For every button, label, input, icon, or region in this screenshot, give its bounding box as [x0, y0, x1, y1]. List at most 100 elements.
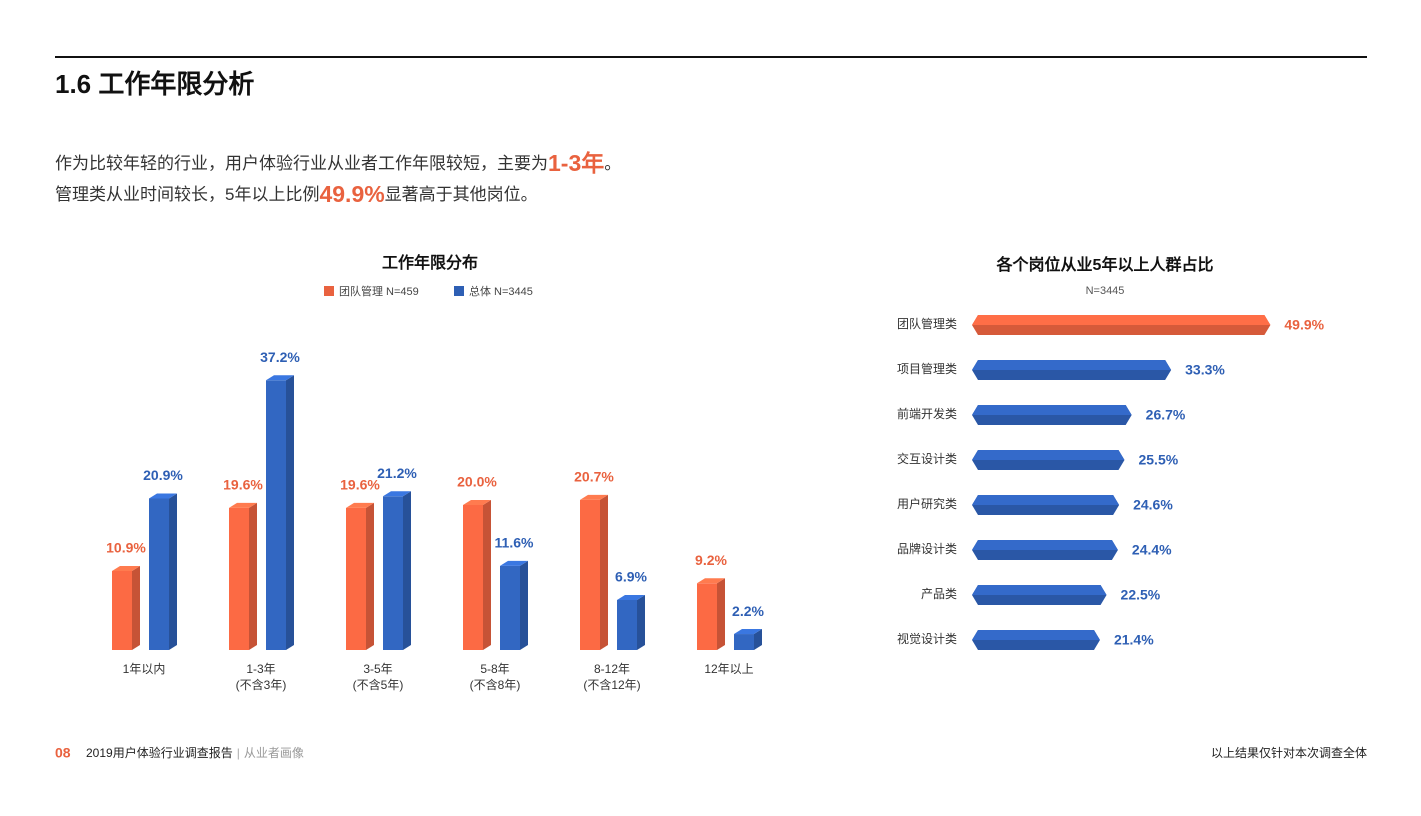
x-tick-label: 1-3年	[246, 662, 275, 676]
intro-highlight: 49.9%	[319, 181, 384, 207]
y-tick-label: 交互设计类	[897, 451, 957, 466]
y-tick-label: 品牌设计类	[897, 542, 957, 556]
bar	[697, 583, 717, 650]
x-tick-label: 8-12年	[594, 662, 630, 676]
bar	[229, 507, 249, 650]
bar-side	[483, 500, 491, 650]
y-tick-label: 团队管理类	[897, 316, 957, 331]
bar	[500, 565, 520, 650]
bar-highlight	[972, 405, 1132, 415]
x-tick-note: (不含8年)	[470, 677, 521, 692]
bar-top	[229, 502, 257, 508]
x-tick-label: 12年以上	[704, 662, 753, 676]
data-label: 20.0%	[457, 474, 497, 490]
separator: |	[237, 746, 240, 760]
data-label: 21.4%	[1114, 632, 1154, 648]
data-label: 11.6%	[495, 535, 534, 551]
data-label: 33.3%	[1185, 362, 1225, 378]
bar-highlight	[972, 450, 1125, 460]
legend-label: 总体 N=3445	[469, 284, 533, 298]
bar	[149, 498, 169, 650]
chart-title: 各个岗位从业5年以上人群占比	[996, 255, 1214, 274]
data-label: 9.2%	[695, 552, 727, 568]
intro-text: 。	[604, 154, 621, 173]
data-label: 24.6%	[1133, 497, 1173, 513]
bar-top	[346, 502, 374, 508]
x-tick-note: (不含5年)	[353, 677, 404, 692]
legend-swatch	[454, 286, 464, 296]
bar	[266, 380, 286, 650]
data-label: 19.6%	[223, 477, 263, 493]
bar-top	[697, 578, 725, 584]
bar-highlight	[972, 495, 1120, 505]
bar-top	[734, 629, 762, 635]
bar	[112, 570, 132, 650]
bar-side	[366, 502, 374, 650]
chart-subtitle: N=3445	[1086, 285, 1125, 297]
bar-side	[132, 565, 140, 650]
data-label: 20.9%	[143, 467, 183, 483]
intro-text: 显著高于其他岗位。	[385, 185, 538, 204]
data-label: 10.9%	[106, 540, 146, 556]
bar-side	[169, 493, 177, 650]
bar-top	[112, 565, 140, 571]
bar-top	[149, 493, 177, 499]
bar-highlight	[972, 540, 1118, 550]
intro-text: 作为比较年轻的行业，用户体验行业从业者工作年限较短，主要为	[55, 154, 548, 173]
page-number: 08	[55, 745, 71, 761]
y-tick-label: 视觉设计类	[897, 631, 957, 646]
legend-swatch	[324, 286, 334, 296]
bar-top	[383, 491, 411, 497]
y-tick-label: 用户研究类	[897, 496, 957, 511]
bar	[463, 505, 483, 650]
bar-side	[403, 491, 411, 650]
data-label: 37.2%	[260, 349, 300, 365]
bar-side	[600, 494, 608, 650]
bar-top	[463, 500, 491, 505]
data-label: 22.5%	[1121, 587, 1161, 603]
bar-side	[249, 502, 257, 650]
footer-note: 以上结果仅针对本次调查全体	[1211, 745, 1367, 760]
bar	[617, 599, 637, 650]
bar	[346, 507, 366, 650]
data-label: 2.2%	[732, 603, 764, 619]
bar	[734, 634, 754, 650]
bar-side	[717, 578, 725, 650]
footer-text: 2019用户体验行业调查报告 | 从业者画像	[86, 745, 304, 760]
bar-highlight	[972, 630, 1100, 640]
data-label: 21.2%	[377, 465, 417, 481]
y-tick-label: 前端开发类	[897, 406, 957, 421]
bar-top	[266, 375, 294, 381]
y-tick-label: 产品类	[921, 587, 957, 601]
page-title: 1.6 工作年限分析	[55, 69, 254, 99]
data-label: 26.7%	[1146, 407, 1186, 423]
bar	[383, 496, 403, 650]
intro-line: 管理类从业时间较长，5年以上比例49.9%显著高于其他岗位。	[55, 181, 538, 207]
data-label: 20.7%	[574, 469, 614, 485]
x-tick-label: 3-5年	[363, 662, 392, 676]
intro-highlight: 1-3年	[548, 150, 604, 176]
bar-side	[520, 560, 528, 650]
bar-side	[754, 629, 762, 650]
data-label: 24.4%	[1132, 542, 1172, 558]
x-tick-note: (不含3年)	[236, 677, 287, 692]
chart-title: 工作年限分布	[382, 253, 478, 272]
bar	[580, 499, 600, 650]
data-label: 19.6%	[340, 477, 380, 493]
bar-top	[580, 494, 608, 500]
intro-line: 作为比较年轻的行业，用户体验行业从业者工作年限较短，主要为1-3年。	[55, 150, 621, 176]
x-tick-note: (不含12年)	[583, 677, 640, 692]
intro-text: 管理类从业时间较长，5年以上比例	[55, 185, 319, 204]
bar-highlight	[972, 585, 1107, 595]
x-tick-label: 5-8年	[480, 662, 509, 676]
x-tick-label: 1年以内	[123, 662, 166, 676]
data-label: 6.9%	[615, 569, 647, 585]
bar-side	[637, 594, 645, 650]
bar-highlight	[972, 360, 1172, 370]
bar-side	[286, 375, 294, 650]
bar-top	[617, 594, 645, 600]
data-label: 25.5%	[1138, 452, 1178, 468]
legend-label: 团队管理 N=459	[339, 284, 419, 298]
